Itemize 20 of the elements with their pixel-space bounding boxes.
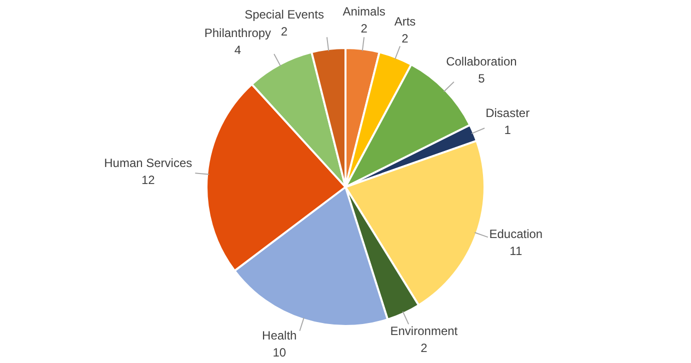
data-label: 11: [510, 244, 522, 258]
slice-label: Special Events: [244, 8, 324, 22]
data-label: 2: [402, 32, 409, 46]
data-label: 2: [280, 24, 288, 39]
data-label: 5: [478, 71, 486, 86]
slice-label: Animals: [342, 4, 386, 18]
slice-label: Arts: [394, 14, 416, 29]
slice-label: Human Services: [104, 156, 192, 170]
slice-label: Health: [262, 328, 297, 343]
data-label: 4: [234, 42, 242, 57]
data-label: 12: [141, 173, 156, 188]
data-label: 10: [272, 346, 286, 360]
slice-label: Education: [489, 227, 543, 242]
data-label: 2: [420, 340, 428, 355]
slice-label: Philanthropy: [204, 26, 272, 40]
data-label: 1: [504, 122, 512, 137]
slice-label: Environment: [390, 324, 458, 338]
slice-label: Disaster: [486, 106, 530, 120]
data-label: 2: [360, 21, 368, 36]
slice-label: Collaboration: [446, 54, 517, 68]
